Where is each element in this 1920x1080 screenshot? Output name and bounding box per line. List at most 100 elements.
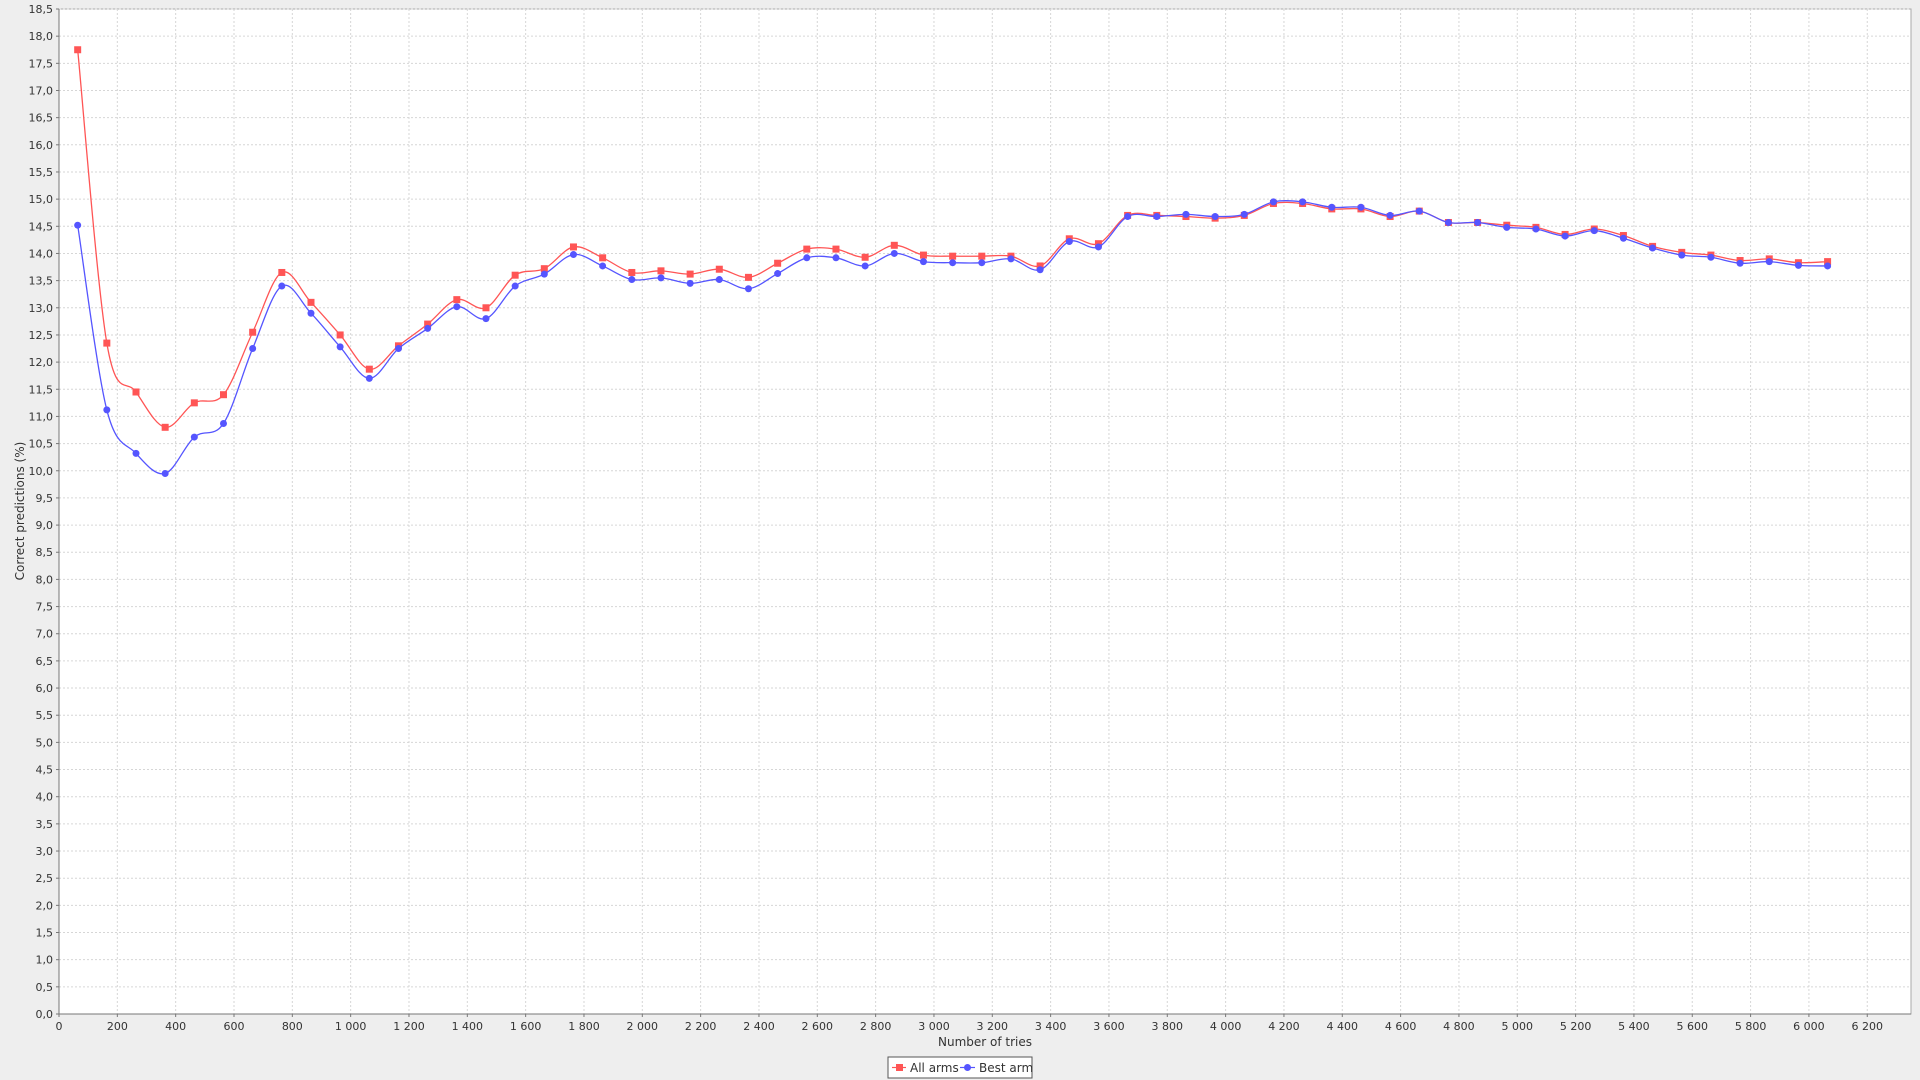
data-point-best-arm	[482, 315, 490, 323]
data-point-best-arm	[1707, 253, 1715, 261]
y-tick-label: 12,0	[29, 356, 54, 369]
y-tick-label: 3,5	[36, 818, 54, 831]
x-axis-title: Number of tries	[938, 1035, 1032, 1049]
data-point-best-arm	[1269, 198, 1277, 206]
x-tick-label: 4 200	[1268, 1020, 1300, 1033]
legend-circle-marker	[964, 1064, 971, 1071]
data-point-best-arm	[278, 282, 286, 290]
data-point-best-arm	[103, 406, 111, 414]
data-point-all-arms	[307, 298, 315, 306]
data-point-best-arm	[1619, 234, 1627, 242]
data-point-all-arms	[190, 399, 198, 407]
data-point-best-arm	[1824, 262, 1832, 270]
y-axis-ticks: 0,0 0,5 1,0 1,5 2,0 2,5 3,0 3,5 4,0 4,5 5,0 5,5 6,0 6…	[29, 3, 59, 1021]
data-point-all-arms	[599, 254, 607, 262]
data-point-best-arm	[569, 251, 577, 259]
axes	[58, 9, 1911, 1015]
y-tick-label: 5,0	[36, 736, 54, 749]
data-point-best-arm	[1153, 213, 1161, 221]
data-point-best-arm	[453, 303, 461, 311]
data-point-best-arm	[249, 345, 257, 353]
data-point-best-arm	[1211, 213, 1219, 221]
x-tick-label: 6 200	[1852, 1020, 1884, 1033]
x-tick-label: 2 600	[802, 1020, 834, 1033]
data-point-all-arms	[336, 331, 344, 339]
y-tick-label: 14,5	[29, 220, 54, 233]
data-point-best-arm	[1036, 266, 1044, 274]
data-point-best-arm	[803, 254, 811, 262]
data-point-all-arms	[978, 252, 986, 260]
x-axis-ticks: 0 200 400 600 800 1 000 1 200 1 400 1 600 1 800 2 …	[56, 1014, 1884, 1033]
data-point-all-arms	[890, 241, 898, 249]
data-point-best-arm	[511, 282, 519, 290]
x-tick-label: 4 600	[1385, 1020, 1417, 1033]
data-point-best-arm	[132, 449, 140, 457]
legend-item-best-arm: Best arm	[960, 1061, 1033, 1075]
data-point-best-arm	[336, 343, 344, 351]
x-tick-label: 1 000	[335, 1020, 367, 1033]
data-point-best-arm	[1094, 243, 1102, 251]
y-tick-label: 8,0	[36, 573, 54, 586]
data-point-best-arm	[1474, 218, 1482, 226]
data-point-best-arm	[1386, 211, 1394, 219]
y-tick-label: 0,0	[36, 1008, 54, 1021]
y-tick-label: 13,5	[29, 275, 54, 288]
data-point-all-arms	[249, 328, 257, 336]
y-tick-label: 15,5	[29, 166, 54, 179]
y-axis-title: Correct predictions (%)	[13, 442, 27, 581]
y-tick-label: 6,0	[36, 682, 54, 695]
data-point-best-arm	[890, 249, 898, 257]
x-tick-label: 1 400	[452, 1020, 484, 1033]
x-tick-label: 3 200	[977, 1020, 1009, 1033]
data-point-best-arm	[628, 276, 636, 284]
y-tick-label: 14,0	[29, 247, 54, 260]
y-tick-label: 16,0	[29, 139, 54, 152]
data-point-best-arm	[190, 433, 198, 441]
data-point-best-arm	[1765, 258, 1773, 266]
data-point-best-arm	[861, 262, 869, 270]
data-point-all-arms	[74, 46, 82, 54]
legend-label-best-arm: Best arm	[979, 1061, 1033, 1075]
data-point-all-arms	[803, 245, 811, 253]
data-point-best-arm	[715, 276, 723, 284]
x-tick-label: 6 000	[1793, 1020, 1825, 1033]
data-point-best-arm	[1357, 203, 1365, 211]
y-tick-label: 0,5	[36, 981, 54, 994]
x-tick-label: 3 000	[918, 1020, 950, 1033]
data-point-best-arm	[919, 258, 927, 266]
y-tick-label: 12,5	[29, 329, 54, 342]
data-point-best-arm	[1240, 210, 1248, 218]
y-tick-label: 9,0	[36, 519, 54, 532]
data-point-all-arms	[161, 423, 169, 431]
y-tick-label: 7,5	[36, 601, 54, 614]
data-point-all-arms	[424, 320, 432, 328]
data-point-best-arm	[161, 469, 169, 477]
data-point-best-arm	[1299, 198, 1307, 206]
data-point-all-arms	[511, 271, 519, 279]
data-point-best-arm	[424, 324, 432, 332]
x-tick-label: 2 400	[743, 1020, 775, 1033]
data-point-all-arms	[219, 391, 227, 399]
data-point-best-arm	[1736, 259, 1744, 267]
x-tick-label: 3 400	[1035, 1020, 1067, 1033]
data-point-best-arm	[1124, 213, 1132, 221]
data-point-best-arm	[657, 274, 665, 282]
data-point-best-arm	[832, 254, 840, 262]
data-point-all-arms	[569, 243, 577, 251]
data-point-best-arm	[1007, 255, 1015, 263]
data-point-all-arms	[861, 253, 869, 261]
data-point-all-arms	[657, 267, 665, 275]
y-tick-label: 1,0	[36, 954, 54, 967]
y-tick-label: 2,5	[36, 872, 54, 885]
data-point-best-arm	[1532, 225, 1540, 233]
x-tick-label: 5 800	[1735, 1020, 1767, 1033]
data-point-best-arm	[1415, 207, 1423, 215]
data-point-all-arms	[453, 296, 461, 304]
data-point-all-arms	[715, 265, 723, 273]
data-point-all-arms	[919, 251, 927, 259]
x-tick-label: 2 000	[627, 1020, 659, 1033]
x-tick-label: 1 800	[568, 1020, 600, 1033]
x-tick-label: 2 200	[685, 1020, 717, 1033]
y-tick-label: 18,5	[29, 3, 54, 16]
y-tick-label: 10,5	[29, 438, 54, 451]
